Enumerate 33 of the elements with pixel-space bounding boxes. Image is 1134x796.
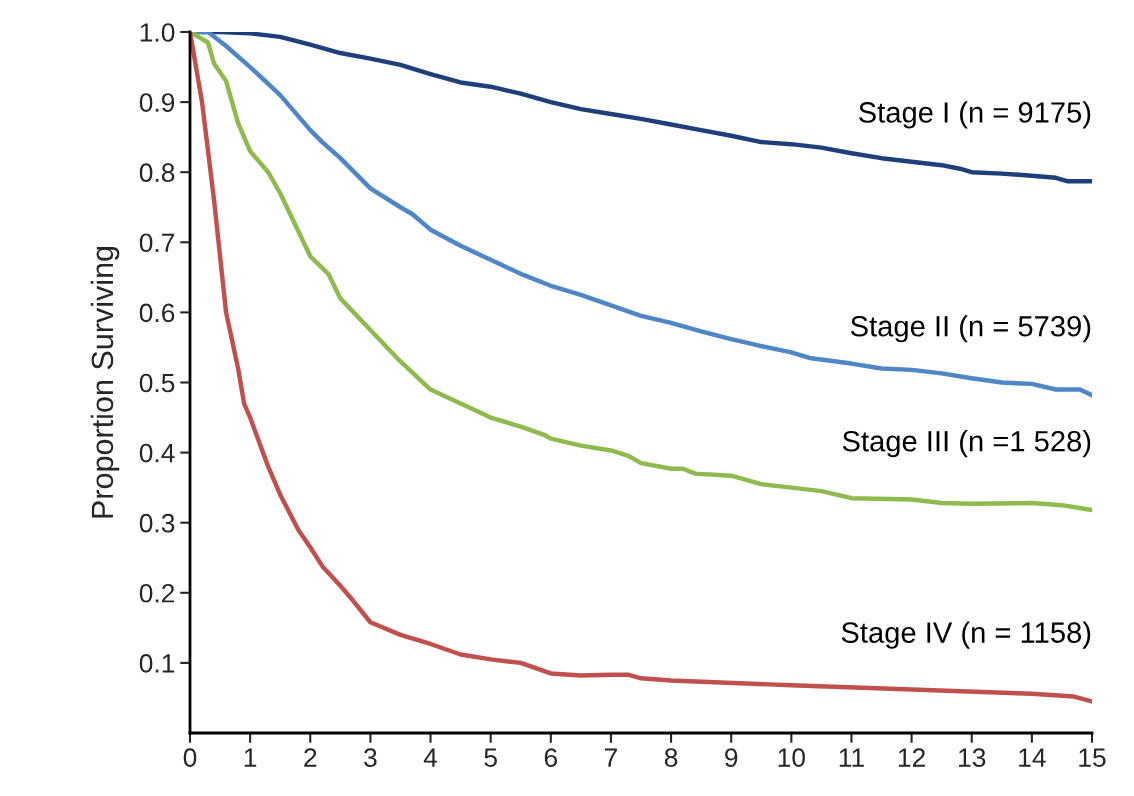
line-series [190, 32, 1092, 704]
x-tick-label: 9 [725, 748, 738, 767]
y-tick-label: 0.4 [139, 443, 175, 463]
x-tick-label: 6 [544, 748, 557, 767]
x-tick-label: 8 [664, 748, 678, 767]
x-tick-label: 0 [183, 748, 197, 767]
y-tick-label: 0.9 [139, 93, 175, 112]
x-tick-label: 7 [604, 748, 617, 767]
x-tick-label: 5 [484, 748, 497, 767]
series-label: Stage III (n =1 528) [842, 430, 1091, 458]
x-tick-label: 15 [1079, 748, 1106, 767]
x-tick-label: 4 [423, 748, 438, 767]
x-tick-label: 13 [959, 748, 986, 767]
x-tick-label: 11 [839, 748, 864, 767]
y-tick-label: 0.3 [139, 513, 175, 533]
y-tick-label: 0.7 [139, 233, 175, 253]
x-tick-label: 14 [1019, 748, 1046, 767]
y-tick-label: 0.6 [139, 303, 175, 323]
y-tick-label: 0.8 [139, 163, 175, 183]
y-tick-label: 0.2 [139, 583, 175, 603]
y-axis-title: Proportion Surviving [90, 246, 120, 518]
line-series [190, 32, 1092, 513]
x-tick-label: 1 [244, 748, 257, 767]
x-tick-label: 12 [898, 748, 925, 767]
y-tick-label: 1.0 [140, 23, 175, 42]
x-tick-label: 3 [364, 748, 377, 767]
y-tick-label: 0.5 [139, 373, 175, 393]
y-tick-label: 0.1 [139, 654, 175, 673]
series-label: Stage II (n = 5739) [850, 315, 1091, 343]
x-tick-label: 2 [304, 748, 317, 767]
x-tick-label: 10 [778, 748, 805, 767]
series-label: Stage IV (n = 1158) [841, 621, 1091, 649]
series-label: Stage I (n = 9175) [859, 101, 1091, 129]
